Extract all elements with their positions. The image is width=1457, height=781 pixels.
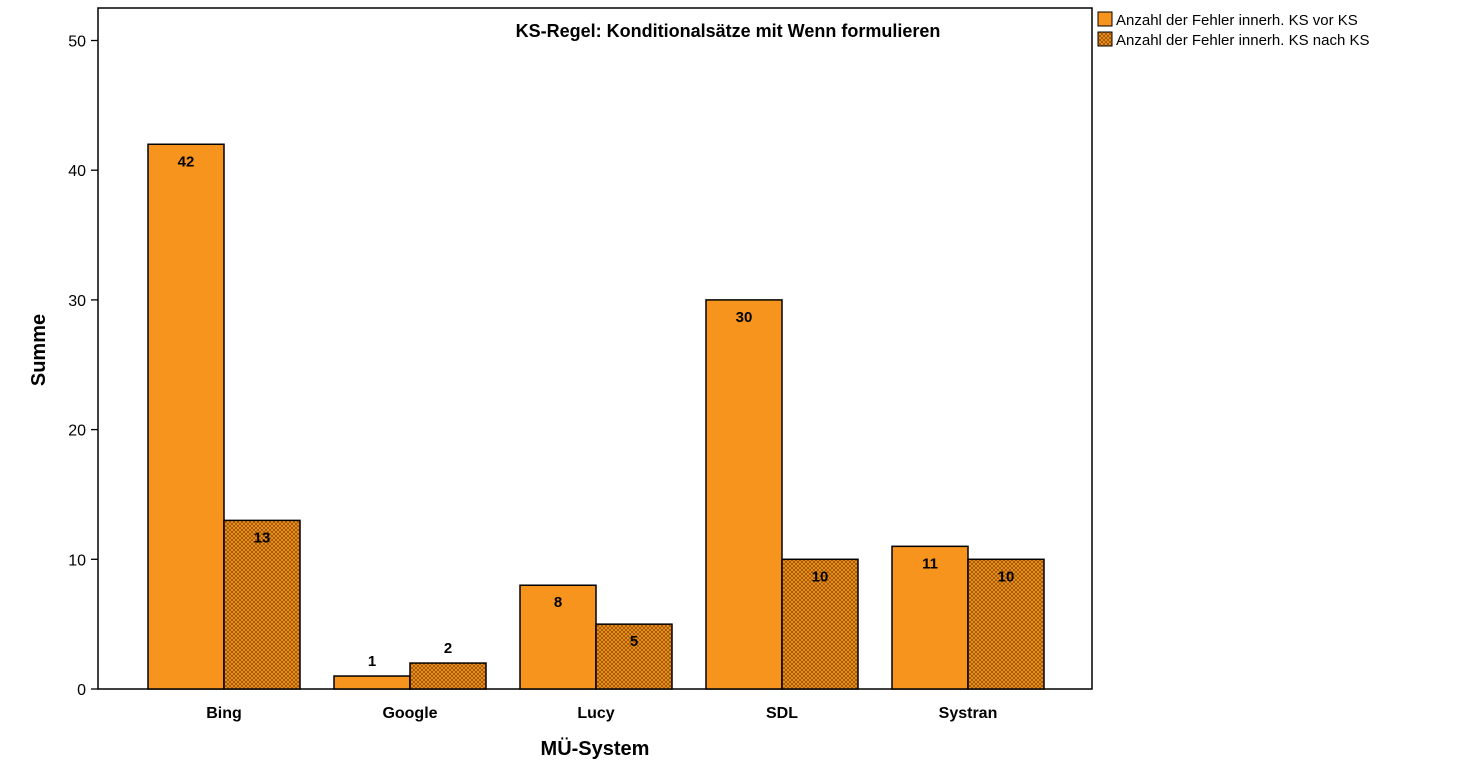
x-axis: Bing Google Lucy SDL Systran bbox=[206, 705, 997, 722]
data-label: 11 bbox=[922, 555, 938, 572]
x-tick-label: Bing bbox=[206, 705, 242, 722]
data-label: 1 bbox=[368, 653, 376, 670]
legend-label: Anzahl der Fehler innerh. KS nach KS bbox=[1116, 32, 1369, 49]
legend-swatch bbox=[1097, 31, 1113, 47]
data-label: 2 bbox=[444, 640, 452, 657]
y-tick-label: 50 bbox=[68, 34, 86, 51]
y-axis: 0 10 20 30 40 50 bbox=[68, 34, 98, 699]
legend-label: Anzahl der Fehler innerh. KS vor KS bbox=[1116, 12, 1358, 29]
bar-sdl-nach bbox=[781, 558, 859, 690]
data-label: 5 bbox=[630, 633, 638, 650]
y-tick-label: 30 bbox=[68, 293, 86, 310]
bar-value-labels: 42 13 1 2 8 5 30 10 11 10 bbox=[178, 153, 1015, 670]
legend-swatch bbox=[1097, 11, 1113, 27]
x-tick-label: Google bbox=[382, 705, 437, 722]
bars bbox=[147, 143, 1045, 690]
bar-google-nach bbox=[409, 662, 487, 690]
bar-systran-vor bbox=[891, 545, 969, 690]
y-tick-label: 0 bbox=[77, 682, 86, 699]
data-label: 30 bbox=[736, 309, 753, 326]
y-tick-label: 20 bbox=[68, 423, 86, 440]
bar-bing-nach bbox=[223, 519, 301, 690]
data-label: 13 bbox=[254, 529, 271, 546]
data-label: 42 bbox=[178, 153, 195, 170]
y-axis-title: Summe bbox=[28, 314, 50, 386]
chart-title: KS-Regel: Konditionalsätze mit Wenn form… bbox=[516, 21, 941, 41]
y-tick-label: 40 bbox=[68, 163, 86, 180]
data-label: 8 bbox=[554, 594, 562, 611]
bar-lucy-vor bbox=[519, 584, 597, 690]
x-axis-title: MÜ-System bbox=[541, 737, 650, 760]
data-label: 10 bbox=[812, 568, 829, 585]
bar-google-vor bbox=[333, 675, 411, 690]
bar-systran-nach bbox=[967, 558, 1045, 690]
x-tick-label: Lucy bbox=[577, 705, 614, 722]
data-label: 10 bbox=[998, 568, 1015, 585]
y-tick-label: 10 bbox=[68, 552, 86, 569]
bar-sdl-vor bbox=[705, 299, 783, 690]
x-tick-label: Systran bbox=[939, 705, 998, 722]
legend: Anzahl der Fehler innerh. KS vor KS Anzah… bbox=[1097, 11, 1369, 49]
bar-bing-vor bbox=[147, 143, 225, 690]
x-tick-label: SDL bbox=[766, 705, 798, 722]
bar-lucy-nach bbox=[595, 623, 673, 690]
